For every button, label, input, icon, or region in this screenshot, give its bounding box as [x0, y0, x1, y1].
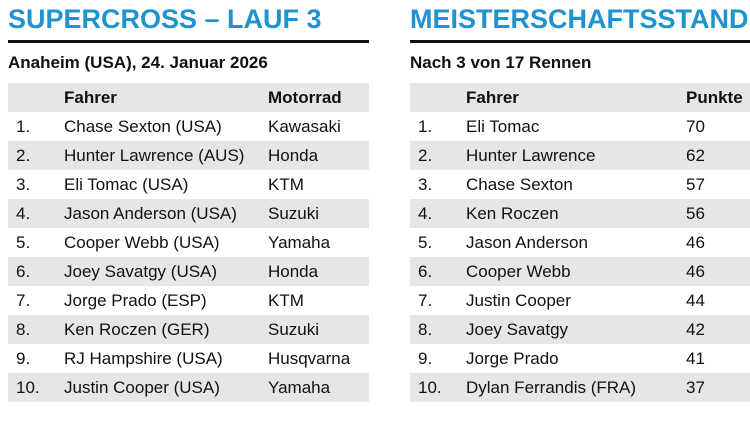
standings-panel: MEISTERSCHAFTSSTAND Nach 3 von 17 Rennen…: [410, 0, 750, 402]
driver-cell: Ken Roczen: [466, 203, 559, 223]
points-cell: 56: [686, 203, 705, 223]
rank-cell: 7.: [16, 290, 31, 310]
title-divider: [8, 40, 369, 43]
rank-header: [410, 83, 466, 112]
driver-cell: Jorge Prado: [466, 348, 559, 368]
rank-cell: 3.: [16, 174, 31, 194]
driver-cell: Jorge Prado (ESP): [64, 290, 207, 310]
points-cell: 62: [686, 145, 705, 165]
table-row: 2. Hunter Lawrence 62: [410, 141, 750, 170]
bike-cell: Kawasaki: [268, 116, 341, 136]
rank-cell: 7.: [418, 290, 433, 310]
table-row: 7. Jorge Prado (ESP) KTM: [8, 286, 369, 315]
table-row: 3. Eli Tomac (USA) KTM: [8, 170, 369, 199]
points-cell: 37: [686, 377, 705, 397]
table-row: 8. Joey Savatgy 42: [410, 315, 750, 344]
standings-table: Fahrer Punkte 1. Eli Tomac 70 2. Hunter Law…: [410, 83, 750, 402]
table-row: 1. Chase Sexton (USA) Kawasaki: [8, 112, 369, 141]
points-cell: 46: [686, 232, 705, 252]
driver-cell: Ken Roczen (GER): [64, 319, 210, 339]
rank-cell: 4.: [16, 203, 31, 223]
table-row: 2. Hunter Lawrence (AUS) Honda: [8, 141, 369, 170]
bike-cell: Yamaha: [268, 377, 331, 397]
bike-cell: KTM: [268, 290, 304, 310]
rank-cell: 6.: [16, 261, 31, 281]
bike-cell: KTM: [268, 174, 304, 194]
rank-cell: 2.: [418, 145, 433, 165]
points-cell: 70: [686, 116, 705, 136]
rank-cell: 1.: [16, 116, 31, 136]
standings-title: MEISTERSCHAFTSSTAND: [410, 4, 749, 34]
table-row: 5. Cooper Webb (USA) Yamaha: [8, 228, 369, 257]
driver-cell: Joey Savatgy (USA): [64, 261, 218, 281]
bike-cell: Husqvarna: [268, 348, 351, 368]
title-divider: [410, 40, 750, 43]
bike-cell: Suzuki: [268, 319, 320, 339]
driver-cell: Eli Tomac: [466, 116, 540, 136]
driver-header: Fahrer: [466, 87, 519, 107]
table-row: 10. Justin Cooper (USA) Yamaha: [8, 373, 369, 402]
table-row: 8. Ken Roczen (GER) Suzuki: [8, 315, 369, 344]
table-row: 10. Dylan Ferrandis (FRA) 37: [410, 373, 750, 402]
race-title: SUPERCROSS – LAUF 3: [8, 4, 322, 34]
bike-cell: Suzuki: [268, 203, 320, 223]
points-header: Punkte: [686, 87, 743, 107]
standings-subtitle: Nach 3 von 17 Rennen: [410, 53, 592, 72]
driver-cell: RJ Hampshire (USA): [64, 348, 223, 368]
rank-cell: 5.: [418, 232, 433, 252]
rank-cell: 2.: [16, 145, 31, 165]
table-row: 9. RJ Hampshire (USA) Husqvarna: [8, 344, 369, 373]
points-cell: 41: [686, 348, 705, 368]
driver-cell: Cooper Webb (USA): [64, 232, 220, 252]
driver-header: Fahrer: [64, 87, 117, 107]
driver-cell: Justin Cooper: [466, 290, 571, 310]
rank-cell: 4.: [418, 203, 433, 223]
race-subtitle: Anaheim (USA), 24. Januar 2026: [8, 53, 268, 72]
rank-header: [8, 83, 64, 112]
driver-cell: Justin Cooper (USA): [64, 377, 220, 397]
bike-cell: Yamaha: [268, 232, 331, 252]
driver-cell: Dylan Ferrandis (FRA): [466, 377, 637, 397]
table-row: 4. Jason Anderson (USA) Suzuki: [8, 199, 369, 228]
rank-cell: 10.: [418, 377, 442, 397]
rank-cell: 6.: [418, 261, 433, 281]
rank-cell: 3.: [418, 174, 433, 194]
driver-cell: Cooper Webb: [466, 261, 571, 281]
points-cell: 57: [686, 174, 705, 194]
table-row: 6. Joey Savatgy (USA) Honda: [8, 257, 369, 286]
rank-cell: 1.: [418, 116, 433, 136]
points-cell: 42: [686, 319, 705, 339]
driver-cell: Joey Savatgy: [466, 319, 569, 339]
table-row: 5. Jason Anderson 46: [410, 228, 750, 257]
driver-cell: Eli Tomac (USA): [64, 174, 189, 194]
driver-cell: Hunter Lawrence (AUS): [64, 145, 245, 165]
race-results-panel: SUPERCROSS – LAUF 3 Anaheim (USA), 24. J…: [8, 0, 369, 402]
rank-cell: 8.: [418, 319, 433, 339]
table-header-row: Fahrer Motorrad: [8, 83, 369, 112]
table-row: 9. Jorge Prado 41: [410, 344, 750, 373]
table-row: 6. Cooper Webb 46: [410, 257, 750, 286]
table-row: 7. Justin Cooper 44: [410, 286, 750, 315]
driver-cell: Hunter Lawrence: [466, 145, 596, 165]
table-row: 1. Eli Tomac 70: [410, 112, 750, 141]
rank-cell: 9.: [418, 348, 433, 368]
rank-cell: 9.: [16, 348, 31, 368]
driver-cell: Chase Sexton: [466, 174, 573, 194]
points-cell: 44: [686, 290, 705, 310]
table-row: 4. Ken Roczen 56: [410, 199, 750, 228]
driver-cell: Jason Anderson (USA): [64, 203, 237, 223]
driver-cell: Jason Anderson: [466, 232, 588, 252]
rank-cell: 10.: [16, 377, 40, 397]
points-cell: 46: [686, 261, 705, 281]
bike-header: Motorrad: [268, 87, 342, 107]
bike-cell: Honda: [268, 145, 319, 165]
bike-cell: Honda: [268, 261, 319, 281]
table-row: 3. Chase Sexton 57: [410, 170, 750, 199]
race-results-table: Fahrer Motorrad 1. Chase Sexton (USA) Kawa…: [8, 83, 369, 402]
driver-cell: Chase Sexton (USA): [64, 116, 222, 136]
table-header-row: Fahrer Punkte: [410, 83, 750, 112]
rank-cell: 5.: [16, 232, 31, 252]
rank-cell: 8.: [16, 319, 31, 339]
